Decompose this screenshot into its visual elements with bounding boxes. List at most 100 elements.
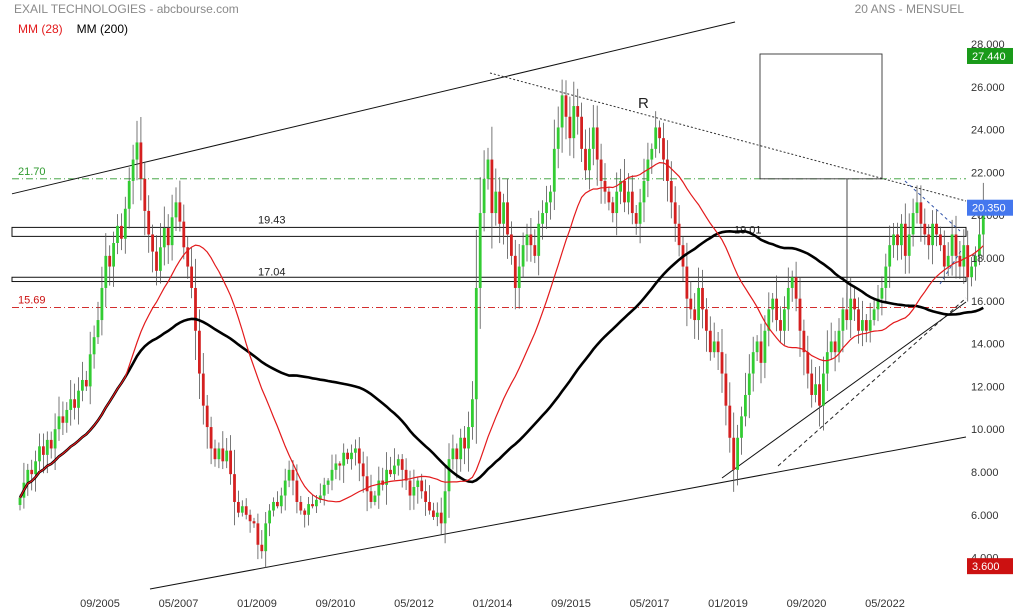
candle-body [198, 330, 201, 374]
candle-body [829, 341, 833, 353]
candle-body [393, 465, 396, 475]
candle-body [135, 142, 139, 160]
candle-body [26, 469, 30, 483]
candle-body [685, 266, 689, 299]
candle-body [166, 228, 170, 246]
candle-body [338, 463, 342, 466]
candle-body [377, 480, 381, 496]
candle-body [783, 309, 786, 331]
support-line-dashed [777, 297, 967, 467]
candle-body [611, 202, 615, 214]
candle-body [416, 480, 420, 487]
candle-body [38, 446, 41, 462]
candle-body [654, 127, 658, 149]
candle-body [225, 450, 229, 462]
candle-body [182, 221, 186, 248]
candle-body [116, 225, 119, 244]
candle-body [763, 330, 767, 363]
y-tick-label: 10.000 [971, 424, 1005, 436]
candle-body [205, 405, 209, 428]
chart-title: EXAIL TECHNOLOGIES - abcbourse.com [14, 2, 239, 16]
candle-body [732, 437, 736, 470]
x-tick-label: 09/2005 [80, 598, 120, 610]
candle-body [634, 213, 638, 224]
candle-body [412, 486, 416, 496]
candle-body [853, 298, 856, 310]
candle-body [623, 180, 626, 203]
candle-body [658, 127, 661, 139]
candle-body [833, 341, 837, 353]
candle-body [595, 127, 599, 160]
candle-body [252, 521, 256, 524]
candle-body [549, 191, 552, 203]
candle-body [541, 213, 544, 224]
candle-body [373, 495, 377, 502]
badge-low-label: 3.600 [972, 561, 1000, 573]
candle-body [451, 448, 455, 460]
candle-body [318, 495, 322, 500]
candle-body [459, 437, 463, 460]
candle-body [385, 469, 388, 485]
candle-body [545, 202, 548, 214]
candle-body [642, 180, 646, 203]
candle-body [92, 337, 96, 355]
candle-body [315, 499, 318, 507]
candle-body [974, 255, 977, 267]
candle-body [880, 287, 884, 299]
legend-ma200: MM (200) [76, 22, 129, 36]
x-tick-label: 05/2007 [159, 598, 199, 610]
candle-body [420, 480, 424, 492]
candle-body [931, 223, 934, 246]
candle-body [326, 480, 330, 485]
candle-body [268, 510, 271, 524]
candle-body [186, 247, 190, 267]
resistance-line [489, 72, 967, 202]
candle-body [728, 405, 732, 438]
candle-body [471, 399, 474, 428]
candle-body [822, 373, 825, 406]
candle-body [73, 399, 76, 408]
blue-dashed-line [939, 248, 963, 285]
candle-body [447, 459, 451, 492]
y-tick-label: 12.000 [971, 381, 1005, 393]
chart-period: 20 ANS - MENSUEL [854, 2, 964, 16]
blue-dashed-line [904, 180, 961, 232]
candle-body [599, 159, 603, 181]
candle-body [521, 245, 525, 267]
candle-body [615, 191, 619, 214]
candle-body [400, 459, 404, 470]
badge-high [967, 47, 1013, 64]
candle-body [201, 373, 205, 406]
ma200-line [18, 229, 984, 499]
candle-body [57, 416, 61, 430]
candle-body [346, 452, 349, 460]
candle-body [591, 127, 595, 149]
candle-body [455, 448, 459, 460]
candle-body [510, 234, 513, 256]
candle-body [34, 461, 37, 475]
candle-body [147, 210, 151, 235]
candle-body [303, 510, 307, 515]
candle-body [381, 480, 385, 485]
candle-body [151, 234, 154, 252]
zone-label: 19.43 [258, 214, 286, 226]
candle-body [18, 497, 22, 505]
y-tick-label: 22.000 [971, 167, 1005, 179]
candle-body [666, 159, 669, 181]
candle-body [248, 514, 252, 522]
candle-body [560, 95, 564, 128]
candle-body [564, 95, 568, 117]
x-tick-label: 09/2010 [316, 598, 356, 610]
candle-body [42, 446, 45, 455]
candle-body [884, 266, 888, 288]
y-tick-label: 24.000 [971, 125, 1005, 137]
candle-body [798, 298, 802, 331]
candle-body [603, 180, 607, 192]
candle-body [513, 255, 517, 288]
candle-body [49, 439, 53, 449]
candle-body [88, 354, 92, 387]
candle-body [669, 180, 673, 203]
candle-body [911, 213, 915, 235]
candle-body [162, 228, 166, 248]
